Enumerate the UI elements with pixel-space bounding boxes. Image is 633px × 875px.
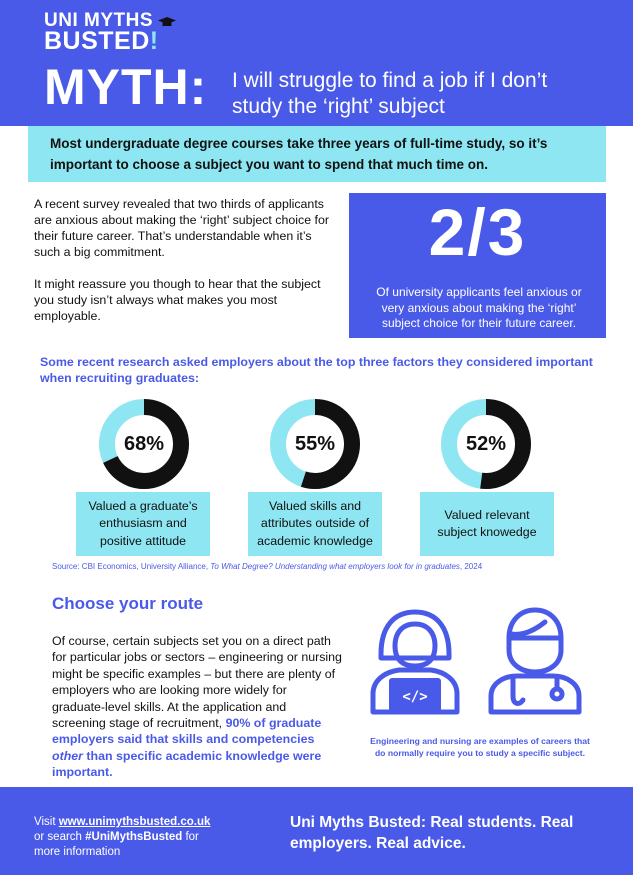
factor-card-skills: Valued skills and attributes outside of … [248, 492, 382, 556]
stat-text: Of university applicants feel anxious or… [376, 285, 582, 331]
brand-line-1: UNI MYTHS [44, 10, 153, 31]
stat-box: 2/3 Of university applicants feel anxiou… [349, 193, 606, 338]
footer-tagline: Uni Myths Busted: Real students. Real em… [290, 814, 574, 852]
donut-arc [441, 399, 531, 489]
donut-label: 68% [123, 432, 165, 455]
brand-logo: UNI MYTHS BUSTED! [44, 10, 159, 56]
donut-arc [270, 399, 360, 489]
careers-caption: Engineering and nursing are examples of … [370, 736, 590, 758]
brand-line-2: BUSTED [44, 27, 150, 56]
engineer-laptop-icon [370, 609, 460, 715]
careers-illustration: </> [370, 607, 582, 715]
footer-visit: Visit www.unimythsbusted.co.uk or search… [34, 816, 211, 858]
route-title: Choose your route [52, 594, 204, 613]
hashtag: #UniMythsBusted [85, 830, 183, 843]
donut-label: 55% [294, 432, 336, 455]
donut-label: 52% [465, 432, 507, 455]
footer-banner: Visit www.unimythsbusted.co.uk or search… [0, 787, 633, 875]
myth-headline: I will struggle to find a job if I don’t… [232, 69, 548, 119]
donut-chart-55: 55% [269, 398, 361, 490]
svg-text:</>: </> [402, 689, 427, 705]
donut-chart-52: 52% [440, 398, 532, 490]
graduation-cap-icon [158, 17, 176, 26]
route-body: Of course, certain subjects set you on a… [52, 634, 342, 779]
source-citation: Source: CBI Economics, University Allian… [52, 562, 483, 571]
brand-bang: ! [149, 27, 159, 56]
nurse-stethoscope-icon [488, 607, 582, 715]
factor-card-subject: Valued relevant subject knowedge [420, 492, 554, 556]
route-highlight: 90% of graduate employers said that skil… [52, 715, 322, 779]
header-banner: UNI MYTHS BUSTED! MYTH: I will struggle … [0, 0, 633, 126]
myth-label: MYTH: [44, 59, 208, 115]
survey-paragraph-1: A recent survey revealed that two thirds… [34, 197, 330, 260]
survey-paragraph-2: It might reassure you though to hear tha… [34, 276, 321, 323]
stat-value: 2/3 [428, 195, 527, 269]
research-intro: Some recent research asked employers abo… [40, 355, 593, 386]
factor-card-enthusiasm: Valued a graduate’s enthusiasm and posit… [76, 492, 210, 556]
survey-text: A recent survey revealed that two thirds… [34, 196, 334, 324]
donut-arc [99, 399, 189, 489]
website-link[interactable]: www.unimythsbusted.co.uk [58, 816, 211, 828]
intro-band: Most undergraduate degree courses take t… [28, 126, 606, 182]
donut-chart-68: 68% [98, 398, 190, 490]
